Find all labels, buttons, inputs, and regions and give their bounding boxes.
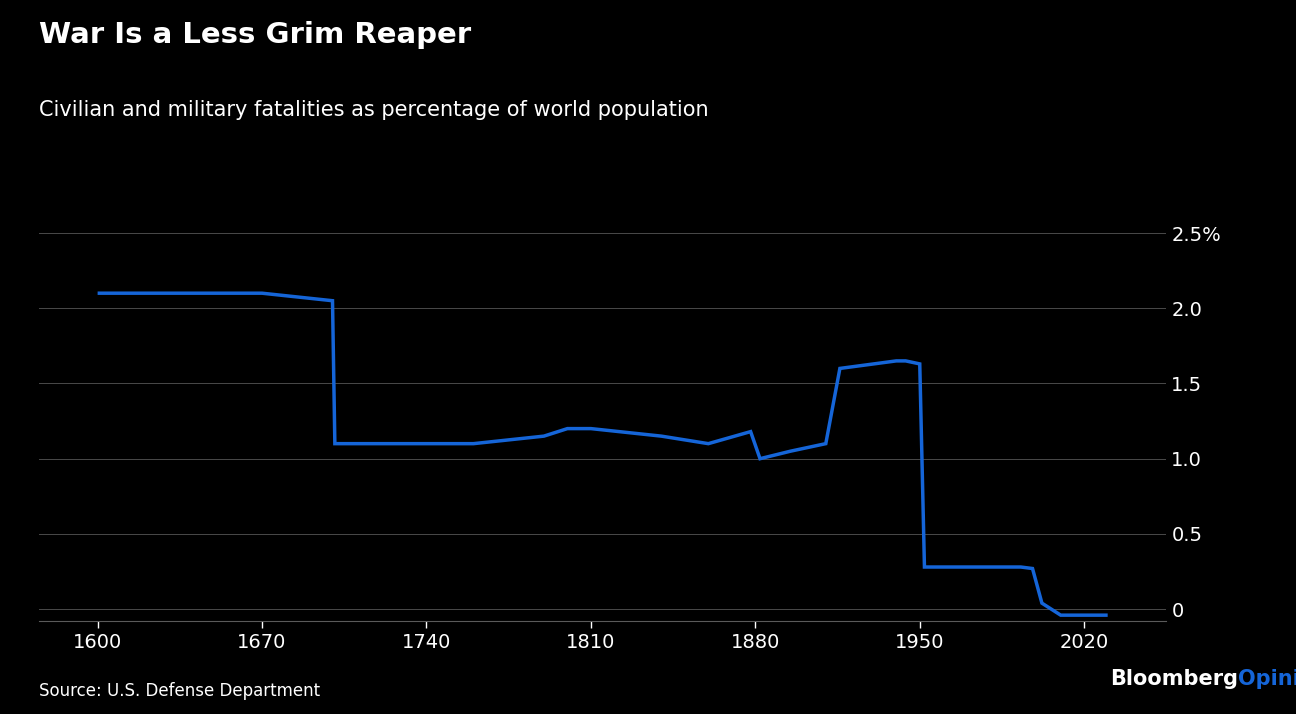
Text: Source: U.S. Defense Department: Source: U.S. Defense Department xyxy=(39,682,320,700)
Text: Civilian and military fatalities as percentage of world population: Civilian and military fatalities as perc… xyxy=(39,100,709,120)
Text: War Is a Less Grim Reaper: War Is a Less Grim Reaper xyxy=(39,21,470,49)
Text: Opinion: Opinion xyxy=(1238,669,1296,689)
Text: Bloomberg: Bloomberg xyxy=(1109,669,1238,689)
